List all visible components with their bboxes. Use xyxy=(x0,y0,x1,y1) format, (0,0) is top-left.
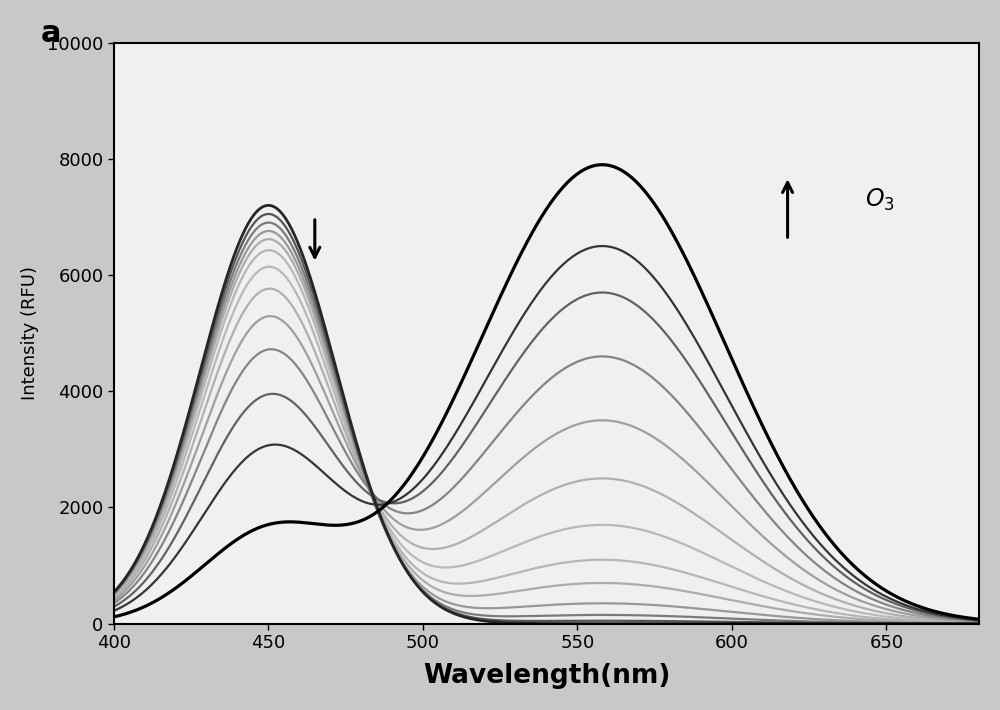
X-axis label: Wavelength(nm): Wavelength(nm) xyxy=(423,663,670,689)
Text: a: a xyxy=(40,19,61,48)
Text: $O_3$: $O_3$ xyxy=(865,187,895,213)
Y-axis label: Intensity (RFU): Intensity (RFU) xyxy=(21,266,39,400)
